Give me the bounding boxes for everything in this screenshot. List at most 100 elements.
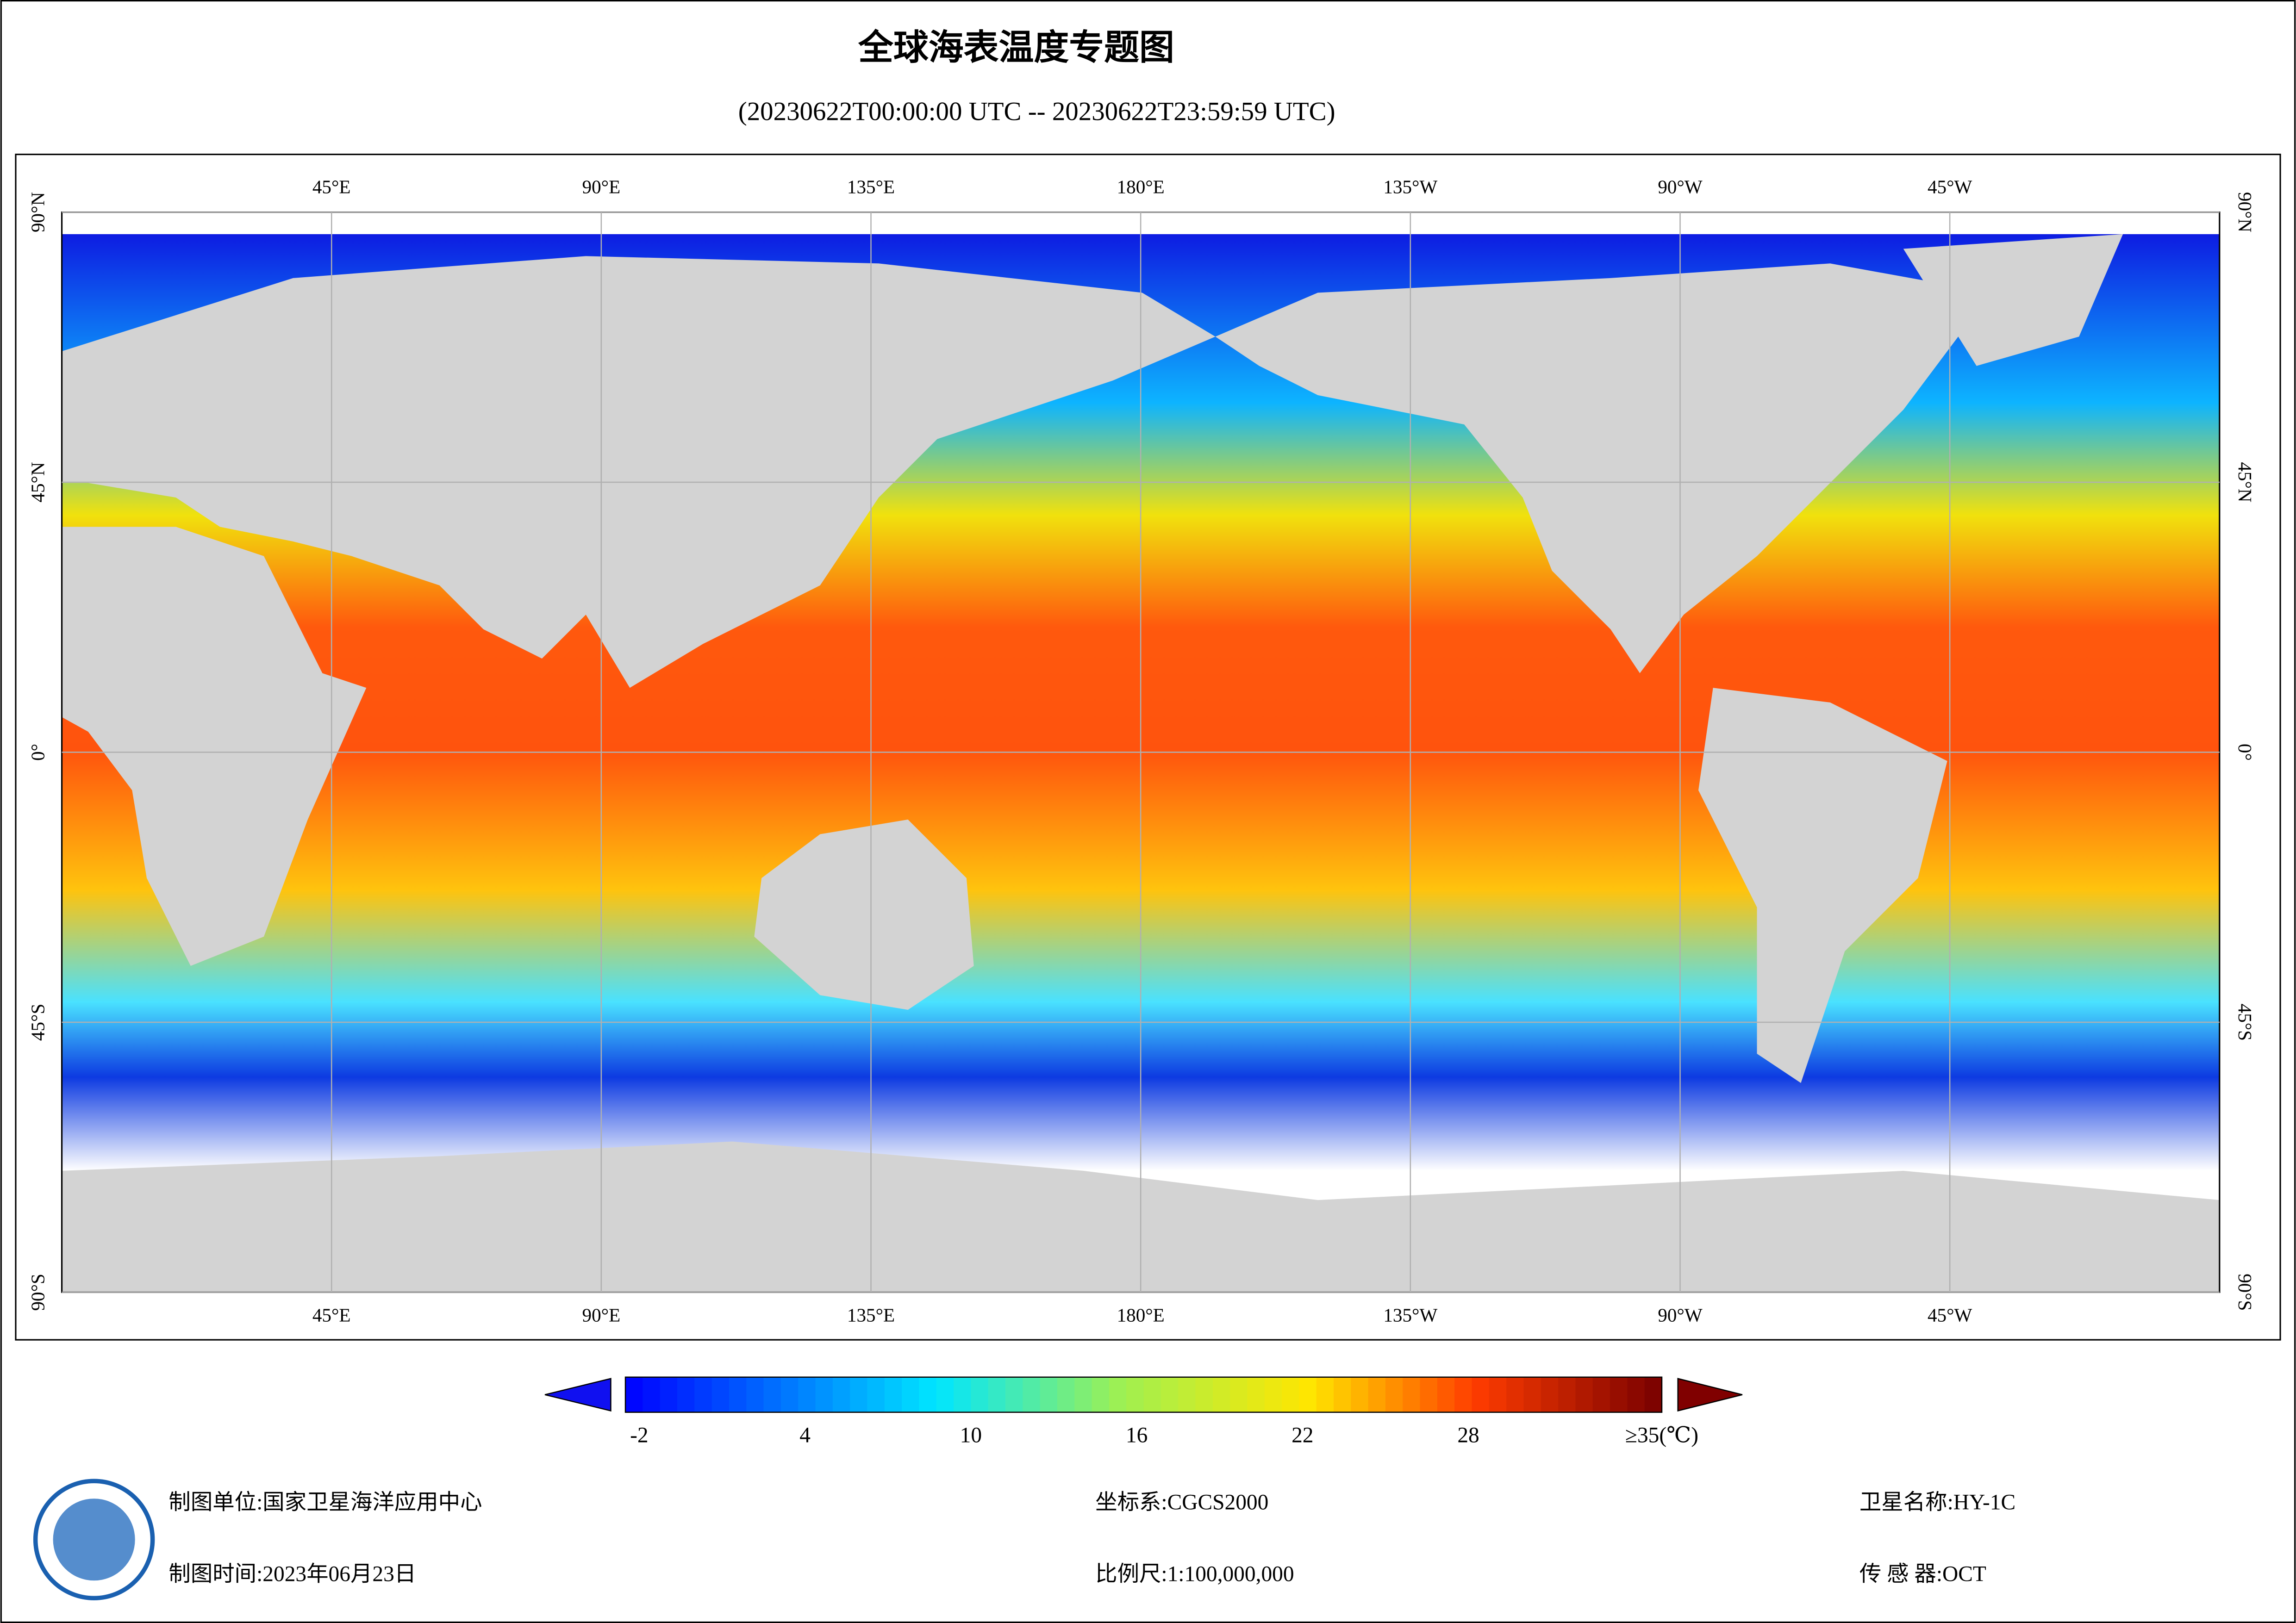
lat-label-left: 0° bbox=[27, 744, 49, 761]
colorbar-swatch bbox=[1333, 1377, 1352, 1412]
logo bbox=[33, 1479, 155, 1600]
lon-label-bottom: 135°E bbox=[847, 1305, 895, 1326]
greenland bbox=[1903, 234, 2123, 366]
colorbar-swatch bbox=[763, 1377, 781, 1412]
footer-sensor: 传 感 器:OCT bbox=[1859, 1562, 1986, 1586]
north-america bbox=[1215, 263, 1991, 673]
colorbar-swatch bbox=[1368, 1377, 1386, 1412]
lat-label-left: 90°N bbox=[27, 192, 49, 232]
colorbar-swatch bbox=[1264, 1377, 1282, 1412]
colorbar-swatch bbox=[936, 1377, 954, 1412]
colorbar-swatch bbox=[1489, 1377, 1507, 1412]
colorbar-swatch bbox=[1610, 1377, 1628, 1412]
colorbar-swatch bbox=[780, 1377, 799, 1412]
footer-unit: 制图单位:国家卫星海洋应用中心 bbox=[168, 1491, 482, 1515]
colorbar-swatch bbox=[988, 1377, 1006, 1412]
lon-label-top: 180°E bbox=[1117, 176, 1165, 197]
colorbar-swatch bbox=[832, 1377, 851, 1412]
colorbar-tick-label: 10 bbox=[960, 1423, 982, 1447]
lon-label-top: 90°W bbox=[1658, 176, 1703, 197]
title: 全球海表温度专题图 bbox=[858, 27, 1174, 68]
colorbar-swatch bbox=[1040, 1377, 1058, 1412]
lon-label-bottom: 45°E bbox=[312, 1305, 351, 1326]
colorbar: -2 4 10 16 22 28 ≥35(℃) bbox=[544, 1376, 1743, 1447]
colorbar-swatch bbox=[1506, 1377, 1524, 1412]
lat-label-left: 45°S bbox=[27, 1004, 49, 1041]
colorbar-swatch bbox=[729, 1377, 747, 1412]
footer-time: 制图时间:2023年06月23日 bbox=[168, 1562, 416, 1586]
colorbar-swatch bbox=[746, 1377, 764, 1412]
colorbar-swatch bbox=[1472, 1377, 1490, 1412]
colorbar-tick-label: 16 bbox=[1126, 1423, 1148, 1447]
lat-label-right: 0° bbox=[2234, 744, 2256, 761]
colorbar-swatch bbox=[694, 1377, 712, 1412]
colorbar-swatch bbox=[643, 1377, 661, 1412]
colorbar-swatch bbox=[1178, 1377, 1196, 1412]
colorbar-swatch bbox=[867, 1377, 885, 1412]
colorbar-swatch bbox=[1230, 1377, 1248, 1412]
colorbar-swatch bbox=[1195, 1377, 1213, 1412]
colorbar-swatch bbox=[1247, 1377, 1265, 1412]
lat-label-right: 90°S bbox=[2234, 1274, 2256, 1311]
colorbar-swatch bbox=[1074, 1377, 1092, 1412]
colorbar-swatch bbox=[1558, 1377, 1576, 1412]
colorbar-tick-label: 4 bbox=[799, 1423, 811, 1447]
colorbar-swatch bbox=[1212, 1377, 1231, 1412]
colorbar-swatch bbox=[798, 1377, 816, 1412]
australia bbox=[754, 819, 974, 1010]
lon-label-top: 135°W bbox=[1383, 176, 1437, 197]
lat-label-left: 90°S bbox=[27, 1274, 49, 1311]
colorbar-swatch bbox=[971, 1377, 989, 1412]
colorbar-tick-label: 22 bbox=[1292, 1423, 1313, 1447]
footer-scale: 比例尺:1:100,000,000 bbox=[1095, 1562, 1294, 1586]
colorbar-swatch bbox=[1351, 1377, 1369, 1412]
colorbar-swatch bbox=[919, 1377, 937, 1412]
colorbar-swatch bbox=[1541, 1377, 1559, 1412]
africa bbox=[62, 527, 367, 966]
colorbar-swatch bbox=[677, 1377, 695, 1412]
lon-label-top: 135°E bbox=[847, 176, 895, 197]
colorbar-tick-label: ≥35(℃) bbox=[1625, 1423, 1698, 1447]
colorbar-swatch bbox=[1109, 1377, 1127, 1412]
colorbar-swatch bbox=[1437, 1377, 1455, 1412]
colorbar-swatch bbox=[815, 1377, 833, 1412]
lon-label-top: 90°E bbox=[582, 176, 621, 197]
colorbar-swatch bbox=[711, 1377, 730, 1412]
lon-label-top: 45°W bbox=[1928, 176, 1972, 197]
footer-crs: 坐标系:CGCS2000 bbox=[1095, 1491, 1268, 1515]
map-frame bbox=[15, 154, 2281, 1341]
colorbar-swatch bbox=[1644, 1377, 1662, 1412]
colorbar-swatch bbox=[1592, 1377, 1610, 1412]
colorbar-swatch bbox=[1316, 1377, 1334, 1412]
lon-label-bottom: 90°W bbox=[1658, 1305, 1703, 1326]
colorbar-swatch bbox=[1057, 1377, 1075, 1412]
colorbar-border bbox=[624, 1376, 1663, 1413]
colorbar-swatch bbox=[1143, 1377, 1161, 1412]
lat-label-right: 45°S bbox=[2234, 1004, 2256, 1041]
subtitle: (20230622T00:00:00 UTC -- 20230622T23:59… bbox=[738, 97, 1335, 126]
colorbar-swatch bbox=[1023, 1377, 1041, 1412]
colorbar-swatch bbox=[1299, 1377, 1317, 1412]
colorbar-swatch bbox=[1575, 1377, 1593, 1412]
colorbar-swatch bbox=[1454, 1377, 1472, 1412]
colorbar-tick-label: 28 bbox=[1457, 1423, 1479, 1447]
colorbar-over bbox=[1677, 1378, 1743, 1412]
lon-label-bottom: 180°E bbox=[1117, 1305, 1165, 1326]
colorbar-swatch bbox=[1523, 1377, 1541, 1412]
colorbar-swatch bbox=[954, 1377, 972, 1412]
colorbar-swatch bbox=[1385, 1377, 1404, 1412]
colorbar-swatch bbox=[625, 1377, 643, 1412]
lat-label-right: 45°N bbox=[2234, 462, 2256, 502]
lon-label-bottom: 90°E bbox=[582, 1305, 621, 1326]
colorbar-swatch bbox=[1126, 1377, 1144, 1412]
lon-label-bottom: 135°W bbox=[1383, 1305, 1437, 1326]
colorbar-swatch bbox=[902, 1377, 920, 1412]
lat-label-left: 45°N bbox=[27, 462, 49, 502]
footer-satellite: 卫星名称:HY-1C bbox=[1859, 1491, 2015, 1515]
colorbar-tick-label: -2 bbox=[630, 1423, 649, 1447]
south-america bbox=[1698, 688, 1947, 1083]
lon-label-top: 45°E bbox=[312, 176, 351, 197]
colorbar-swatch bbox=[1282, 1377, 1300, 1412]
colorbar-swatch bbox=[1005, 1377, 1023, 1412]
